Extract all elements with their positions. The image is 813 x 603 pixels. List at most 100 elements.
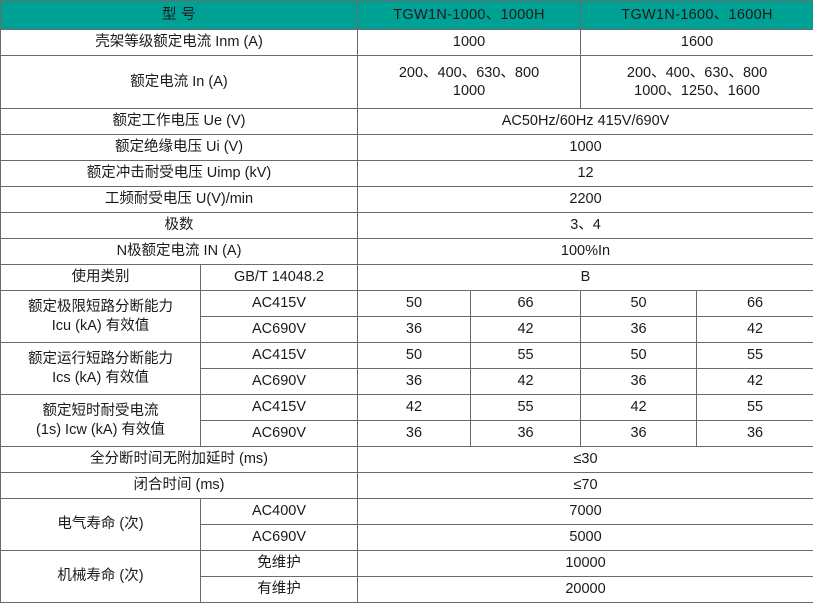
cell-icw-690-v1: 36: [357, 420, 471, 447]
ics-label-line1: 额定运行短路分断能力: [28, 351, 173, 368]
cell-ics-415-v3: 50: [580, 342, 698, 369]
cell-poles-value: 3、4: [356, 212, 813, 239]
table-row-insulation-voltage: 额定绝缘电压 Ui (V) 1000: [0, 134, 813, 161]
cell-ics-690-v4: 42: [696, 368, 813, 395]
table-row-frame-current: 壳架等级额定电流 Inm (A) 1000 1600: [0, 29, 813, 56]
cell-usage-category-value: B: [356, 264, 813, 291]
icw-label-line1: 额定短时耐受电流: [42, 403, 159, 420]
row-label-insulation-voltage: 额定绝缘电压 Ui (V): [0, 134, 358, 161]
cell-ics-690-v2: 42: [469, 368, 582, 395]
table-body: 壳架等级额定电流 Inm (A) 1000 1600 额定电流 In (A) 2…: [0, 29, 813, 603]
row-label-break-time: 全分断时间无附加延时 (ms): [0, 446, 358, 473]
cell-icw-690-v2: 36: [469, 420, 582, 447]
rated-current-1000-line1: 200、400、630、800: [398, 64, 540, 81]
table-row-icw-690: AC690V 36 36 36 36: [1, 420, 813, 447]
header-column-tgw1n-1000: TGW1N-1000、1000H: [356, 0, 582, 30]
table-row-rated-current: 额定电流 In (A) 200、400、630、800 1000 200、400…: [0, 55, 813, 109]
rated-current-1600-line1: 200、400、630、800: [626, 64, 768, 81]
cell-ics-415-v4: 55: [696, 342, 813, 369]
cell-electrical-life-400-value: 7000: [356, 498, 813, 525]
table-row-close-time: 闭合时间 (ms) ≤70: [0, 472, 813, 499]
table-row-power-freq-voltage: 工频耐受电压 U(V)/min 2200: [0, 186, 813, 213]
cell-icu-415-sub: AC415V: [200, 290, 358, 317]
cell-ics-415-v2: 55: [469, 342, 582, 369]
cell-icw-415-v1: 42: [357, 394, 471, 421]
row-label-icu: 额定极限短路分断能力 Icu (kA) 有效值: [0, 290, 201, 343]
cell-icu-690-v4: 42: [696, 316, 813, 343]
cell-icw-415-v2: 55: [469, 394, 582, 421]
cell-icu-690-v3: 36: [580, 316, 698, 343]
ics-label-line2: Ics (kA) 有效值: [52, 369, 149, 386]
cell-usage-category-standard: GB/T 14048.2: [200, 264, 358, 291]
cell-mechanical-life-maint-sub: 有维护: [200, 576, 358, 603]
cell-rated-current-1000: 200、400、630、800 1000: [356, 55, 582, 109]
cell-icu-415-v4: 66: [696, 290, 813, 317]
table-row-icu-415: 额定极限短路分断能力 Icu (kA) 有效值 AC415V 50 66 50 …: [0, 290, 813, 343]
table-row-icu-690: AC690V 36 42 36 42: [1, 316, 813, 343]
cell-electrical-life-690-sub: AC690V: [200, 524, 358, 551]
cell-icu-415-v3: 50: [580, 290, 698, 317]
cell-icw-415-sub: AC415V: [200, 394, 358, 421]
icu-label-line2: Icu (kA) 有效值: [51, 317, 150, 334]
table-row-ics-690: AC690V 36 42 36 42: [1, 368, 813, 395]
row-label-electrical-life: 电气寿命 (次): [0, 498, 201, 551]
row-label-working-voltage: 额定工作电压 Ue (V): [0, 108, 358, 135]
cell-icu-690-v1: 36: [357, 316, 471, 343]
table-row-electrical-life-400: 电气寿命 (次) AC400V 7000: [0, 498, 813, 551]
cell-n-pole-current-value: 100%In: [356, 238, 813, 265]
cell-icu-690-sub: AC690V: [200, 316, 358, 343]
table-row-icw-415: 额定短时耐受电流 (1s) Icw (kA) 有效值 AC415V 42 55 …: [0, 394, 813, 447]
table-row-poles: 极数 3、4: [0, 212, 813, 239]
row-label-power-freq-voltage: 工频耐受电压 U(V)/min: [0, 186, 358, 213]
row-label-impulse-voltage: 额定冲击耐受电压 Uimp (kV): [0, 160, 358, 187]
icu-label-line1: 额定极限短路分断能力: [28, 299, 173, 316]
cell-icu-415-v1: 50: [357, 290, 471, 317]
cell-power-freq-voltage-value: 2200: [356, 186, 813, 213]
cell-break-time-value: ≤30: [356, 446, 813, 473]
cell-working-voltage-value: AC50Hz/60Hz 415V/690V: [356, 108, 813, 135]
row-label-close-time: 闭合时间 (ms): [0, 472, 358, 499]
row-label-poles: 极数: [0, 212, 358, 239]
table-row-n-pole-current: N极额定电流 IN (A) 100%In: [0, 238, 813, 265]
icw-label-line2: (1s) Icw (kA) 有效值: [36, 421, 165, 438]
row-label-icw: 额定短时耐受电流 (1s) Icw (kA) 有效值: [0, 394, 201, 447]
cell-frame-current-1000: 1000: [356, 29, 582, 56]
table-row-working-voltage: 额定工作电压 Ue (V) AC50Hz/60Hz 415V/690V: [0, 108, 813, 135]
cell-icw-415-v4: 55: [696, 394, 813, 421]
cell-electrical-life-690-value: 5000: [356, 524, 813, 551]
table-row-electrical-life-690: AC690V 5000: [1, 524, 813, 551]
cell-insulation-voltage-value: 1000: [356, 134, 813, 161]
cell-rated-current-1600: 200、400、630、800 1000、1250、1600: [580, 55, 813, 109]
cell-mechanical-life-free-value: 10000: [356, 550, 813, 577]
header-model-label: 型 号: [0, 0, 358, 30]
cell-impulse-voltage-value: 12: [356, 160, 813, 187]
row-label-frame-current: 壳架等级额定电流 Inm (A): [0, 29, 358, 56]
row-label-ics: 额定运行短路分断能力 Ics (kA) 有效值: [0, 342, 201, 395]
row-label-usage-category: 使用类别: [0, 264, 201, 291]
cell-ics-690-sub: AC690V: [200, 368, 358, 395]
cell-ics-415-sub: AC415V: [200, 342, 358, 369]
cell-icw-690-v4: 36: [696, 420, 813, 447]
table-row-usage-category: 使用类别 GB/T 14048.2 B: [0, 264, 813, 291]
header-column-tgw1n-1600: TGW1N-1600、1600H: [580, 0, 813, 30]
row-label-mechanical-life: 机械寿命 (次): [0, 550, 201, 603]
cell-frame-current-1600: 1600: [580, 29, 813, 56]
table-row-break-time: 全分断时间无附加延时 (ms) ≤30: [0, 446, 813, 473]
rated-current-1600-line2: 1000、1250、1600: [634, 83, 760, 99]
rated-current-1000-line2: 1000: [452, 83, 486, 99]
table-row-mechanical-life-free: 机械寿命 (次) 免维护 10000: [0, 550, 813, 603]
cell-icw-690-sub: AC690V: [200, 420, 358, 447]
table-header: 型 号 TGW1N-1000、1000H TGW1N-1600、1600H: [0, 0, 813, 30]
cell-ics-690-v1: 36: [357, 368, 471, 395]
row-label-n-pole-current: N极额定电流 IN (A): [0, 238, 358, 265]
row-label-rated-current: 额定电流 In (A): [0, 55, 358, 109]
cell-icw-415-v3: 42: [580, 394, 698, 421]
cell-close-time-value: ≤70: [356, 472, 813, 499]
cell-electrical-life-400-sub: AC400V: [200, 498, 358, 525]
table-row-ics-415: 额定运行短路分断能力 Ics (kA) 有效值 AC415V 50 55 50 …: [0, 342, 813, 395]
cell-icw-690-v3: 36: [580, 420, 698, 447]
cell-mechanical-life-free-sub: 免维护: [200, 550, 358, 577]
table-row-mechanical-life-maint: 有维护 20000: [1, 576, 813, 603]
cell-mechanical-life-maint-value: 20000: [356, 576, 813, 603]
